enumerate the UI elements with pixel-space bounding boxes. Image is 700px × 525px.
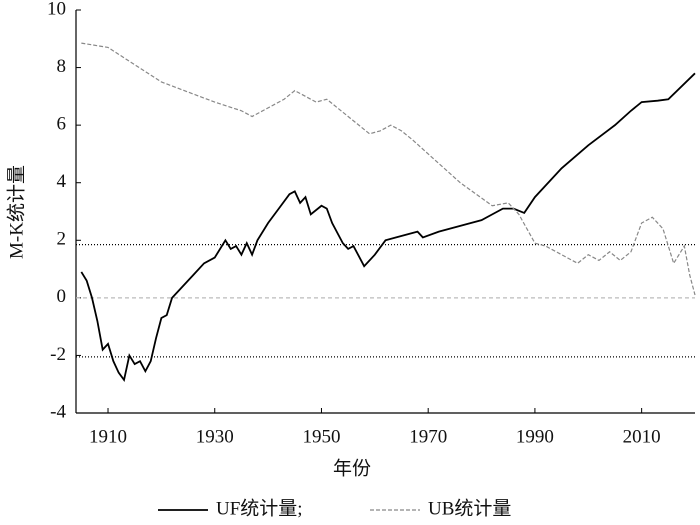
legend-label: UF统计量; <box>216 497 303 519</box>
x-tick-label: 1950 <box>302 426 340 447</box>
x-tick-label: 1910 <box>89 426 127 447</box>
y-tick-label: -4 <box>50 401 66 422</box>
y-tick-label: 6 <box>57 114 67 135</box>
x-tick-label: 1930 <box>196 426 234 447</box>
legend-label: UB统计量 <box>428 497 511 519</box>
y-axis-label: M-K统计量 <box>5 165 27 259</box>
x-tick-label: 1990 <box>516 426 554 447</box>
x-tick-label: 1970 <box>409 426 447 447</box>
y-tick-label: 0 <box>57 286 67 307</box>
y-tick-label: 8 <box>57 56 67 77</box>
x-axis-label: 年份 <box>333 457 371 479</box>
y-tick-label: 4 <box>57 171 67 192</box>
x-tick-label: 2010 <box>623 426 661 447</box>
y-tick-label: 2 <box>57 229 67 250</box>
y-tick-label: -2 <box>50 344 66 365</box>
series-line <box>80 72 696 383</box>
series-line <box>81 42 696 296</box>
y-tick-label: 10 <box>47 0 66 19</box>
